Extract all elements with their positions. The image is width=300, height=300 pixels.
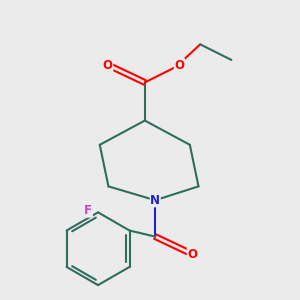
- Text: F: F: [84, 204, 92, 217]
- Text: O: O: [103, 58, 113, 72]
- Text: N: N: [150, 194, 160, 207]
- Text: O: O: [174, 58, 184, 72]
- Text: O: O: [187, 248, 197, 262]
